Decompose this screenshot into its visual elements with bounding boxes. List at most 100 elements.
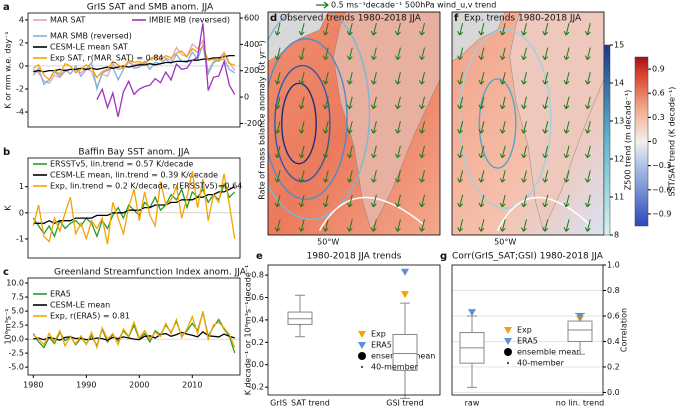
- lon-label: 50°W: [494, 238, 516, 247]
- marker: [468, 309, 476, 317]
- wind-arrow: [457, 170, 464, 183]
- legend-label: ERA5: [517, 337, 538, 346]
- wind-arrow: [499, 219, 506, 232]
- series-line: [33, 186, 235, 225]
- x-tick-label: GSI trend: [386, 399, 424, 407]
- box: [567, 320, 593, 342]
- colorbar-tick-label: 8: [614, 231, 619, 240]
- wind-arrow: [584, 72, 591, 85]
- wind-arrow: [499, 170, 506, 183]
- wind-arrow: [370, 23, 377, 36]
- legend-swatch: [358, 352, 366, 360]
- wind-arrow: [521, 47, 527, 61]
- legend-swatch: [358, 331, 366, 338]
- legend-label: CESM-LE mean: [50, 301, 110, 310]
- wind-arrow: [563, 96, 570, 110]
- panel-title: Baffin Bay SST anom. JJA: [78, 148, 190, 158]
- wind-arrow: [394, 47, 401, 61]
- wind-arrow: [478, 23, 485, 36]
- wind-arrow: [419, 23, 426, 36]
- wind-arrow: [584, 23, 591, 36]
- wind-arrow: [584, 47, 591, 61]
- y-axis-label: K decade⁻¹ or 10⁶m³s⁻¹decade⁻¹: [244, 265, 253, 396]
- wind-arrow: [419, 96, 426, 110]
- wind-arrow: [419, 219, 426, 232]
- y-tick-label: -1: [16, 234, 24, 243]
- wind-arrow: [322, 170, 329, 183]
- wind-arrow: [298, 23, 305, 36]
- wind-arrow: [584, 121, 591, 134]
- legend-label: ERA5: [50, 290, 71, 299]
- y-tick-label: 0.8: [251, 271, 264, 280]
- legend-label: 40-member: [371, 363, 419, 372]
- colorbar-tick-label: 12: [614, 155, 624, 164]
- marker: [401, 268, 409, 276]
- panel-letter: d: [270, 13, 277, 24]
- colorbar-tick-label: −0.3: [652, 161, 671, 170]
- wind-arrow: [478, 219, 485, 232]
- wind-arrow: [322, 72, 329, 85]
- legend-label: Exp SAT, r(MAR_SAT) = 0.84: [50, 54, 164, 63]
- wind-arrow: [370, 194, 377, 208]
- wind-arrow: [521, 96, 527, 110]
- contour: [496, 196, 590, 231]
- map-frame: [267, 11, 441, 236]
- wind-arrow: [563, 72, 570, 85]
- wind-arrow: [478, 72, 485, 85]
- wind-arrow: [499, 121, 506, 134]
- colorbar: [603, 44, 611, 236]
- panel-letter: g: [440, 251, 447, 262]
- wind-arrow: [542, 121, 549, 134]
- legend-swatch: [504, 327, 512, 334]
- series-line: [32, 45, 235, 81]
- legend-swatch: [504, 348, 512, 356]
- y-axis-label: 10⁶m³s⁻¹: [4, 309, 13, 345]
- legend-label: CESM-LE mean SAT: [50, 43, 128, 52]
- wind-arrow: [478, 96, 485, 110]
- y2-axis-label: Rate of mass balance anomaly (Gt yr⁻¹): [258, 40, 267, 199]
- series-line: [33, 330, 235, 341]
- x-tick-label: no lin. trend: [556, 399, 604, 407]
- y2-tick-label: 200: [244, 66, 259, 75]
- contour: [478, 78, 517, 169]
- y2-tick-label: -200: [244, 119, 262, 128]
- wind-arrow: [274, 121, 281, 134]
- colorbar-tick-label: 14: [614, 79, 624, 88]
- wind-arrow: [274, 72, 281, 85]
- wind-arrow: [298, 170, 305, 183]
- wind-arrow: [322, 121, 329, 134]
- legend-label: Exp: [371, 330, 386, 339]
- panel-title: Corr(GrIS_SAT;GSI) 1980-2018 JJA: [452, 252, 604, 262]
- legend-label: CESM-LE mean, lin.trend = 0.39 K/decade: [50, 171, 218, 180]
- map-area: [452, 12, 604, 235]
- wind-arrow: [394, 194, 401, 208]
- colorbar-tick-label: −0.9: [652, 209, 671, 218]
- wind-arrow: [584, 170, 591, 183]
- colorbar-tick-label: 0.6: [652, 89, 665, 98]
- wind-arrow: [499, 96, 506, 110]
- colorbar-tick-label: 11: [614, 193, 624, 202]
- wind-arrow: [274, 219, 281, 232]
- y-tick-label: 0.4: [607, 337, 620, 346]
- wind-arrow: [584, 145, 591, 159]
- wind-arrow: [370, 219, 377, 232]
- wind-arrow: [370, 47, 377, 61]
- panel-title: 1980-2018 JJA trends: [307, 252, 402, 262]
- y-axis-label: K: [4, 205, 13, 211]
- wind-legend-label: 0.5 ms⁻¹decade⁻¹ 500hPa wind_u,v trend: [331, 1, 496, 10]
- y-tick-label: 5.0: [11, 307, 24, 316]
- wind-arrow: [370, 96, 377, 110]
- panel-title: Observed trends 1980-2018 JJA: [280, 14, 422, 24]
- wind-arrow: [394, 96, 401, 110]
- wind-arrow: [298, 96, 305, 110]
- box: [392, 333, 418, 371]
- wind-arrow: [521, 219, 527, 232]
- land: [452, 12, 506, 62]
- legend-swatch: [506, 361, 510, 365]
- wind-arrow: [419, 170, 426, 183]
- colorbar-tick-label: 15: [614, 41, 624, 50]
- legend-label: ERA5: [371, 341, 392, 350]
- wind-arrow: [370, 121, 377, 134]
- wind-arrow: [521, 72, 527, 85]
- y-tick-label: -5.0: [8, 363, 24, 372]
